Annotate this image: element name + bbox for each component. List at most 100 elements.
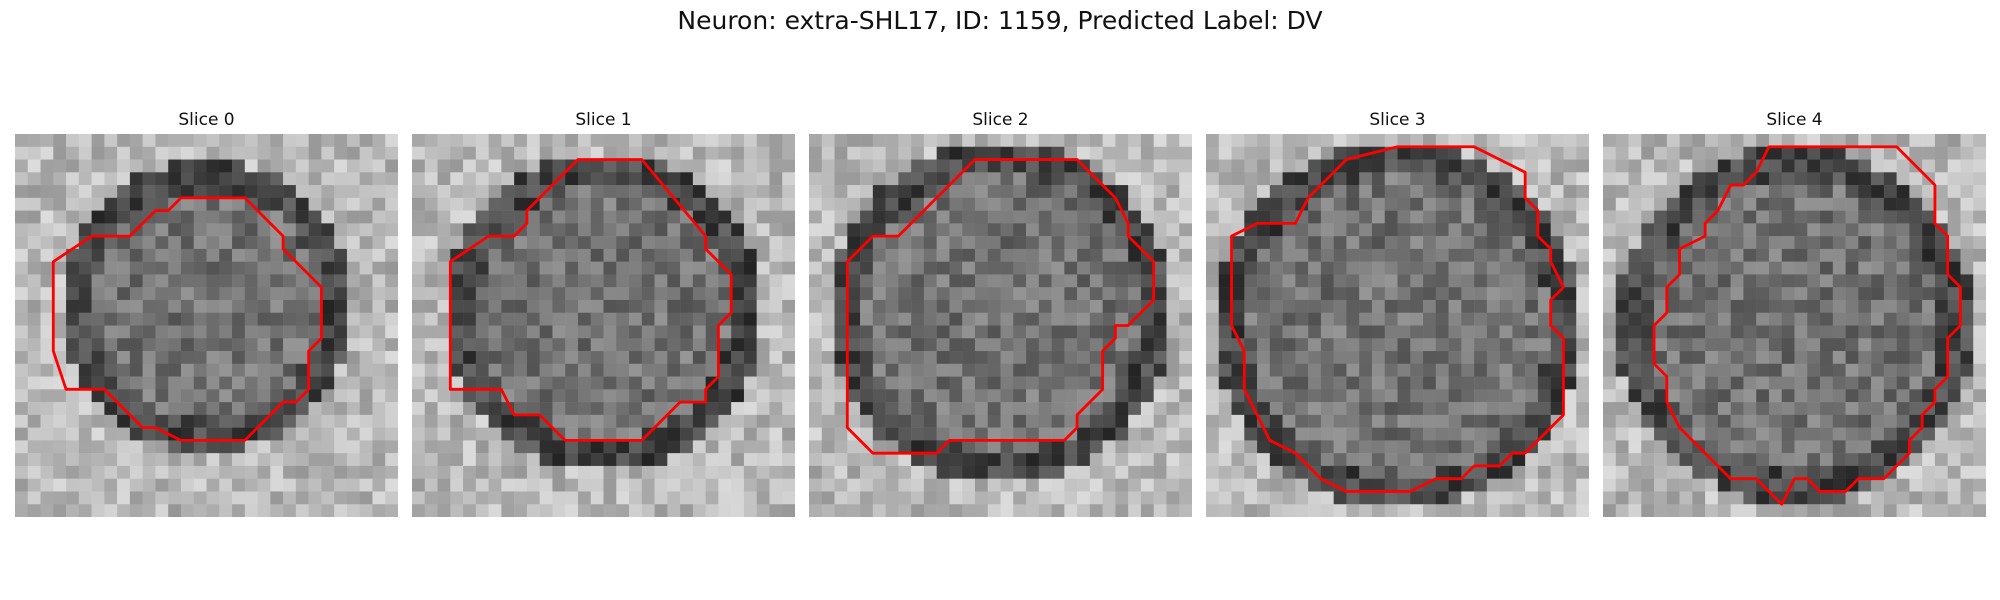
pixel (1512, 261, 1526, 275)
pixel (821, 223, 835, 237)
pixel (911, 159, 925, 173)
pixel (987, 478, 1001, 492)
pixel (450, 299, 464, 313)
pixel (1692, 185, 1706, 199)
pixel (1218, 223, 1232, 237)
pixel (1705, 134, 1719, 148)
pixel (1448, 351, 1462, 365)
pixel (756, 389, 770, 403)
pixel (1089, 504, 1103, 517)
pixel (1512, 414, 1526, 428)
pixel (949, 402, 963, 416)
pixel (860, 402, 874, 416)
pixel (27, 223, 41, 237)
pixel (1934, 363, 1948, 377)
pixel (1231, 185, 1245, 199)
pixel (629, 338, 643, 352)
pixel (1026, 236, 1040, 250)
pixel (1308, 299, 1322, 313)
pixel (1038, 478, 1052, 492)
pixel (91, 312, 105, 326)
pixel (1512, 197, 1526, 211)
pixel (1705, 223, 1719, 237)
pixel (1537, 351, 1551, 365)
pixel (385, 197, 398, 211)
pixel (1013, 389, 1027, 403)
pixel (1231, 491, 1245, 505)
pixel (923, 146, 937, 160)
pixel (1269, 197, 1283, 211)
pixel (1384, 402, 1398, 416)
pixel (769, 376, 783, 390)
pixel (168, 440, 182, 454)
pixel (718, 351, 732, 365)
pixel (1486, 440, 1500, 454)
pixel (1333, 146, 1347, 160)
pixel (974, 491, 988, 505)
pixel (1038, 363, 1052, 377)
pixel (1537, 402, 1551, 416)
pixel (987, 287, 1001, 301)
pixel (1295, 363, 1309, 377)
pixel (1153, 274, 1167, 288)
pixel (962, 414, 976, 428)
pixel (1525, 236, 1539, 250)
pixel (898, 248, 912, 262)
pixel (1922, 210, 1936, 224)
pixel (1717, 261, 1731, 275)
pixel (847, 223, 861, 237)
pixel (847, 504, 861, 517)
pixel (1743, 185, 1757, 199)
pixel (1089, 453, 1103, 467)
pixel (1435, 376, 1449, 390)
pixel (756, 414, 770, 428)
pixel (1333, 312, 1347, 326)
pixel (1845, 248, 1859, 262)
pixel (1705, 287, 1719, 301)
pixel (1896, 185, 1910, 199)
pixel (1179, 299, 1192, 313)
pixel (1692, 338, 1706, 352)
pixel (692, 248, 706, 262)
pixel (552, 274, 566, 288)
pixel (1807, 402, 1821, 416)
pixel (463, 414, 477, 428)
pixel (1461, 159, 1475, 173)
pixel (974, 363, 988, 377)
pixel (1218, 299, 1232, 313)
pixel (987, 491, 1001, 505)
pixel (321, 453, 335, 467)
pixel (168, 248, 182, 262)
pixel (1461, 261, 1475, 275)
pixel (1807, 440, 1821, 454)
pixel (1832, 248, 1846, 262)
pixel (1282, 261, 1296, 275)
pixel (936, 414, 950, 428)
pixel (1206, 465, 1220, 479)
pixel (283, 299, 297, 313)
pixel (40, 236, 54, 250)
pixel (1654, 427, 1668, 441)
pixel (1743, 389, 1757, 403)
pixel (117, 389, 131, 403)
pixel (463, 287, 477, 301)
pixel (743, 363, 757, 377)
pixel (974, 478, 988, 492)
pixel (40, 504, 54, 517)
pixel (1282, 504, 1296, 517)
pixel (1654, 491, 1668, 505)
pixel (1947, 427, 1961, 441)
pixel (834, 172, 848, 186)
pixel (949, 248, 963, 262)
pixel (117, 172, 131, 186)
pixel (1525, 261, 1539, 275)
pixel (1206, 504, 1220, 517)
pixel (1410, 491, 1424, 505)
pixel (680, 453, 694, 467)
pixel (526, 338, 540, 352)
pixel (1308, 351, 1322, 365)
pixel (219, 504, 233, 517)
pixel (219, 197, 233, 211)
pixel (539, 465, 553, 479)
pixel (193, 414, 207, 428)
